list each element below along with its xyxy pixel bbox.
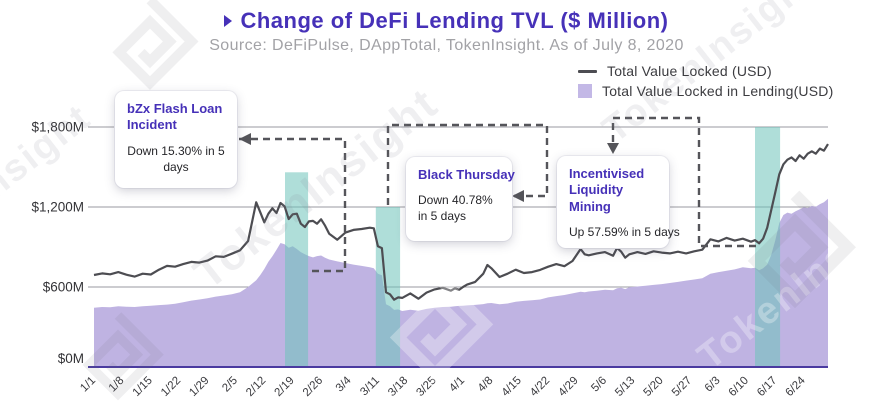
svg-text:1/15: 1/15 [131, 375, 155, 399]
chart-legend: Total Value Locked (USD) Total Value Loc… [578, 63, 833, 99]
svg-text:5/13: 5/13 [613, 375, 637, 399]
svg-text:$1,800M: $1,800M [31, 120, 84, 135]
svg-text:$600M: $600M [43, 280, 84, 295]
event-band [285, 172, 309, 367]
annotation-body: Up 57.59% in 5 days [569, 224, 680, 239]
svg-text:2/5: 2/5 [220, 375, 240, 395]
highlight-bands [285, 127, 781, 367]
svg-text:$0M: $0M [58, 351, 84, 366]
annotation-title: Incentivised Liquidity Mining [569, 166, 645, 214]
annotation-body: Down 15.30% in 5 days [127, 143, 225, 174]
arrowhead-icon [239, 133, 251, 145]
svg-text:4/22: 4/22 [528, 375, 552, 399]
svg-text:4/8: 4/8 [476, 375, 496, 395]
svg-text:3/25: 3/25 [414, 375, 438, 399]
y-axis-labels: $0M $600M $1,200M $1,800M [31, 120, 84, 367]
line-series-tvl [93, 143, 829, 301]
svg-text:2/26: 2/26 [301, 375, 325, 399]
svg-text:$1,200M: $1,200M [31, 200, 84, 215]
svg-text:4/15: 4/15 [500, 375, 524, 399]
annotation-title: bZx Flash Loan Incident [127, 101, 223, 133]
svg-text:2/19: 2/19 [273, 375, 297, 399]
svg-text:6/17: 6/17 [755, 375, 779, 399]
arrowhead-icon [607, 143, 619, 154]
svg-text:6/3: 6/3 [703, 375, 723, 395]
svg-text:1/1: 1/1 [78, 375, 98, 395]
annotation-liquidity-mining: Incentivised Liquidity Mining Up 57.59% … [557, 156, 680, 248]
svg-text:5/6: 5/6 [589, 375, 609, 395]
svg-text:4/29: 4/29 [556, 375, 580, 399]
legend-item-lending: Total Value Locked in Lending(USD) [578, 83, 833, 99]
svg-text:3/18: 3/18 [386, 375, 410, 399]
svg-text:5/20: 5/20 [642, 375, 666, 399]
annotation-body: Down 40.78% in 5 days [418, 193, 493, 224]
event-band [755, 127, 781, 367]
area-series-lending [94, 198, 828, 367]
x-axis-labels: 1/1 1/8 1/15 1/22 1/29 2/5 2/12 2/19 2/26 3/4 3/11… [78, 374, 808, 399]
svg-text:6/10: 6/10 [727, 375, 751, 399]
svg-text:4/1: 4/1 [447, 375, 467, 395]
legend-label: Total Value Locked (USD) [607, 63, 772, 79]
arrowhead-icon [512, 190, 524, 202]
svg-text:3/11: 3/11 [358, 375, 382, 399]
annotation-title: Black Thursday [418, 167, 515, 182]
svg-text:3/4: 3/4 [334, 374, 354, 394]
legend-square-swatch [578, 84, 592, 98]
svg-text:2/12: 2/12 [244, 375, 268, 399]
legend-label: Total Value Locked in Lending(USD) [602, 83, 834, 99]
svg-text:6/24: 6/24 [784, 374, 809, 399]
annotation-black-thursday: Black Thursday Down 40.78% in 5 days [406, 157, 515, 241]
svg-text:1/22: 1/22 [159, 375, 183, 399]
annotation-connectors [239, 116, 756, 273]
event-band [375, 207, 401, 367]
annotation-bzx-incident: bZx Flash Loan Incident Down 15.30% in 5… [115, 91, 237, 188]
svg-text:1/8: 1/8 [107, 375, 127, 395]
legend-item-tvl: Total Value Locked (USD) [578, 63, 833, 79]
svg-text:1/29: 1/29 [187, 375, 211, 399]
svg-text:5/27: 5/27 [670, 375, 694, 399]
legend-line-swatch [578, 69, 597, 73]
